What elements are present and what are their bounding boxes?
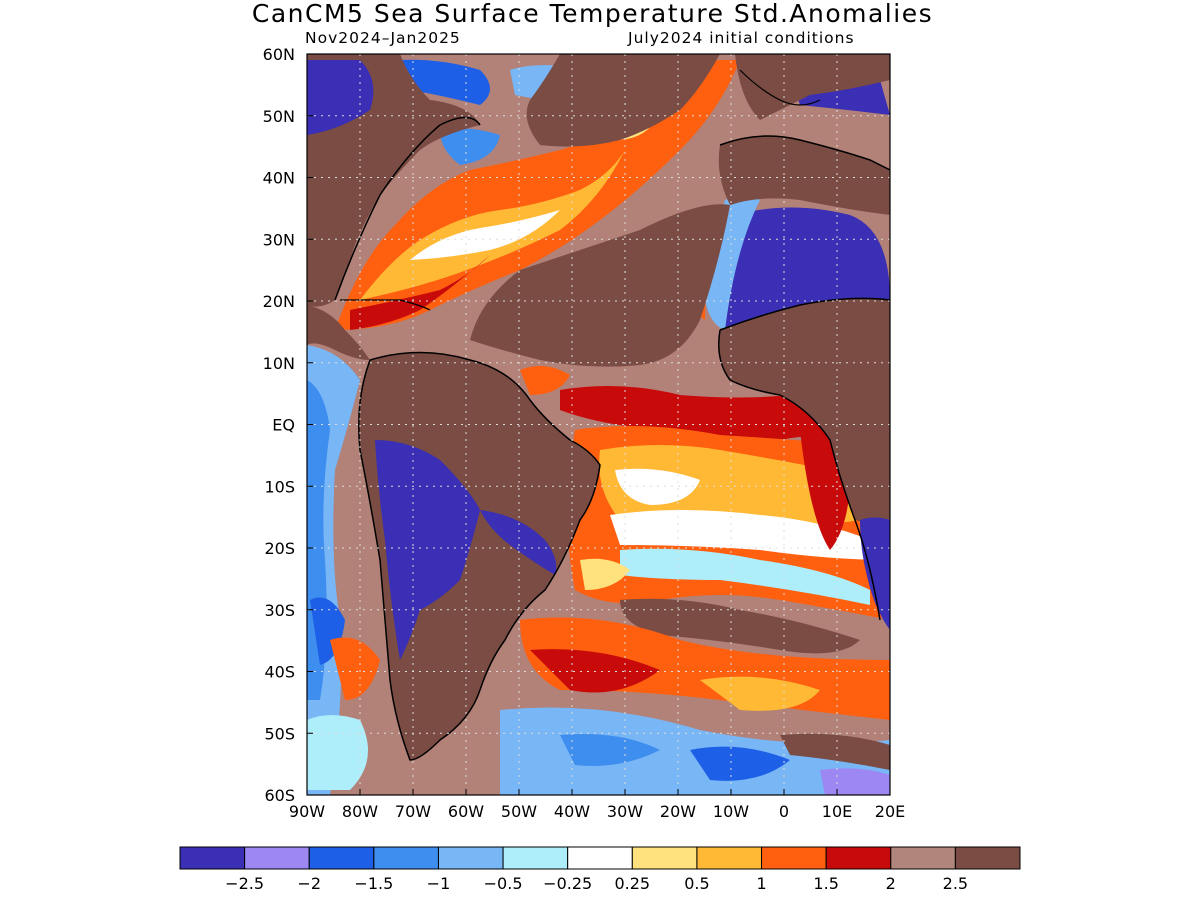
northern-europe-land — [735, 54, 890, 120]
europe-land — [718, 136, 890, 215]
lon-tick-label: 30W — [607, 802, 643, 821]
gulf-stream-core — [360, 150, 625, 300]
tropical-orange-patch — [520, 366, 570, 395]
parana-region — [480, 510, 557, 575]
sa-coastline — [358, 351, 601, 761]
southern-red-patch — [530, 649, 660, 693]
na-coastline — [334, 116, 481, 301]
colorbar-label: 0.25 — [614, 874, 650, 893]
colorbar-swatch — [244, 846, 310, 870]
caribbean-coastline — [339, 299, 431, 311]
south-atlantic-brown-patch — [620, 598, 860, 654]
colorbar-swatch — [890, 846, 956, 870]
lon-tick-label: 70W — [395, 802, 431, 821]
colorbar-swatch — [825, 846, 892, 870]
colorbar-label: 2 — [886, 874, 896, 893]
lat-tick-label: EQ — [272, 416, 295, 435]
nw-atlantic-cool — [440, 128, 500, 165]
lat-tick-label: 20S — [264, 539, 295, 558]
colorbar-label: −0.25 — [543, 874, 592, 893]
south-america-interior — [375, 440, 480, 660]
lon-tick-label: 90W — [289, 802, 325, 821]
colorbar — [179, 846, 1021, 870]
lon-tick-label: 20W — [660, 802, 696, 821]
lon-tick-label: 0 — [779, 802, 789, 821]
longitude-labels: 90W 80W 70W 60W 50W 40W 30W 20W 10W 0 10E 20E — [289, 789, 905, 821]
colorbar-label: 0.5 — [684, 874, 709, 893]
colorbar-labels: −2.5 −2 −1.5 −1 −0.5 −0.25 0.25 0.5 1 1.5 2 2.5 — [225, 874, 968, 893]
lon-tick-label: 40W — [554, 802, 590, 821]
lat-tick-label: 10N — [263, 354, 295, 373]
colorbar-swatch — [567, 846, 633, 870]
colorbar-swatch — [631, 846, 698, 870]
southern-blue-2 — [690, 746, 790, 781]
lat-tick-label: 40N — [263, 169, 295, 188]
south-atlantic-cyan-band — [620, 548, 870, 605]
colorbar-swatch — [308, 846, 375, 870]
north-atlantic-brown — [526, 54, 720, 147]
colorbar-swatch — [502, 846, 569, 870]
lon-tick-label: 10W — [713, 802, 749, 821]
colorbar-label: 2.5 — [943, 874, 968, 893]
latitude-labels: 60N 50N 40N 30N 20N 10N EQ 10S 20S 30S 40S 50S 60S — [263, 45, 313, 805]
labrador-cool-patch — [400, 59, 490, 105]
colorbar-swatch — [761, 846, 827, 870]
chile-cyan — [307, 715, 368, 790]
forecast-period: Nov2024–Jan2025 — [305, 29, 461, 47]
southern-africa-region — [860, 517, 890, 630]
colorbar-label: −1 — [427, 874, 451, 893]
lat-tick-label: 60S — [264, 786, 295, 805]
lat-tick-label: 30S — [264, 601, 295, 620]
south-atlantic-white-1 — [615, 468, 700, 505]
southern-lavender — [820, 768, 890, 795]
colorbar-swatch — [696, 846, 763, 870]
lat-tick-label: 50S — [264, 724, 295, 743]
colorbar-label: −0.5 — [484, 874, 523, 893]
lat-tick-label: 20N — [263, 292, 295, 311]
africa-coastline — [718, 297, 890, 621]
gulf-stream-white-patch — [410, 210, 560, 260]
colorbar-swatch — [373, 846, 439, 870]
map-field — [307, 54, 890, 795]
subtropical-brown — [470, 204, 730, 367]
colorbar-swatch — [179, 846, 246, 870]
british-isles-coastline — [739, 69, 821, 106]
gulf-stream-red-edge — [350, 255, 490, 330]
lat-tick-label: 60N — [263, 45, 295, 64]
europe-coastline — [719, 135, 890, 171]
lat-tick-label: 10S — [264, 477, 295, 496]
lat-tick-label: 30N — [263, 230, 295, 249]
colorbar-label: 1.5 — [813, 874, 838, 893]
chart-title: CanCM5 Sea Surface Temperature Std.Anoma… — [251, 0, 934, 28]
initial-conditions: July2024 initial conditions — [628, 29, 855, 47]
south-atlantic-yellow — [580, 558, 630, 590]
lon-tick-label: 10E — [822, 802, 852, 821]
chile-warm-patch — [330, 637, 380, 700]
colorbar-swatch — [437, 846, 504, 870]
colorbar-label: −2 — [297, 874, 321, 893]
lon-tick-label: 50W — [501, 802, 537, 821]
southern-amber-patch — [700, 676, 820, 711]
lon-tick-label: 20E — [875, 802, 905, 821]
lat-tick-label: 50N — [263, 107, 295, 126]
colorbar-swatch — [954, 846, 1021, 870]
southern-brown-edge — [780, 733, 890, 770]
colorbar-label: −1.5 — [354, 874, 393, 893]
lat-tick-label: 40S — [264, 663, 295, 682]
south-atlantic-core — [599, 445, 860, 525]
central-america-land — [307, 305, 370, 360]
lon-tick-label: 60W — [448, 802, 484, 821]
map-gridlines — [307, 54, 890, 795]
colorbar-label: 1 — [756, 874, 766, 893]
southern-blue-1 — [560, 734, 660, 766]
lon-tick-label: 80W — [342, 802, 378, 821]
colorbar-label: −2.5 — [225, 874, 264, 893]
